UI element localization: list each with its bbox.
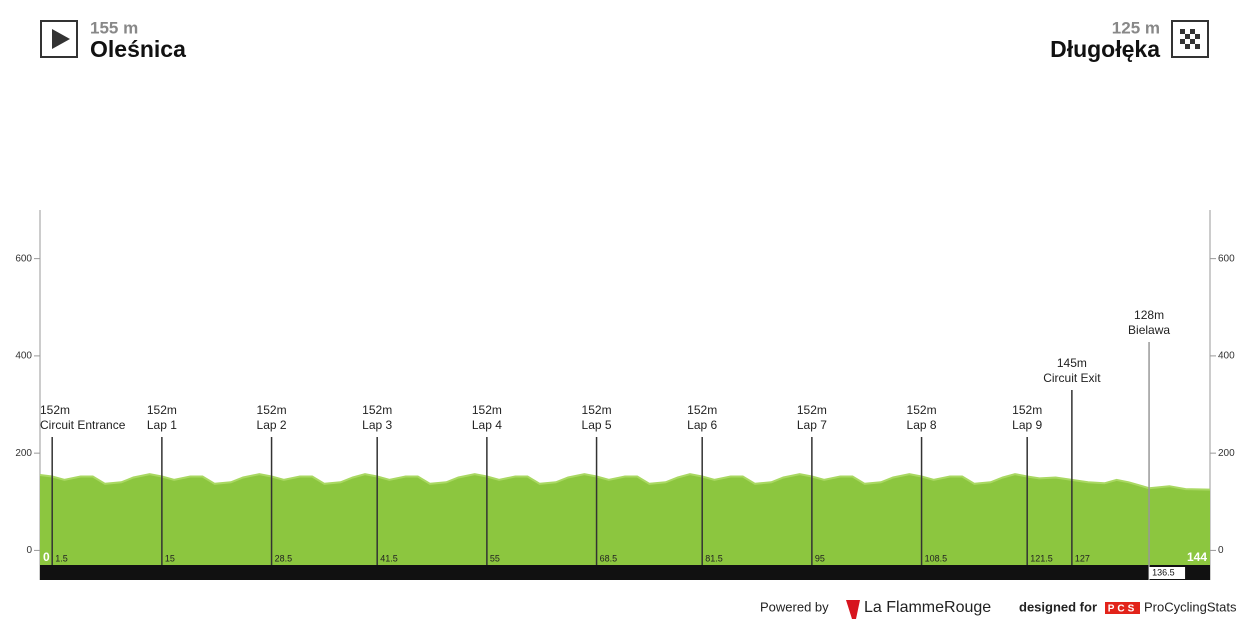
start-altitude: 155 m: [90, 18, 138, 37]
km-label: 68.5: [600, 553, 618, 563]
y-tick-label: 400: [15, 351, 32, 362]
y-tick-label: 400: [1218, 351, 1235, 362]
start-name: Oleśnica: [90, 36, 186, 62]
marker-altitude: 152m: [582, 403, 612, 417]
km-label: 81.5: [705, 553, 723, 563]
y-tick-label: 0: [26, 545, 32, 556]
marker-altitude: 152m: [687, 403, 717, 417]
start-icon-arrow: [52, 29, 70, 49]
y-tick-label: 600: [15, 253, 32, 264]
pcs-name: ProCyclingStats: [1144, 599, 1237, 614]
km-label: 95: [815, 553, 825, 563]
y-tick-label: 200: [15, 448, 32, 459]
finish-altitude: 125 m: [1112, 18, 1160, 37]
marker-altitude: 152m: [797, 403, 827, 417]
marker-altitude: 152m: [1012, 403, 1042, 417]
flamme-logo: [846, 600, 860, 619]
km-label: 1.5: [55, 553, 68, 563]
marker-name: Lap 2: [257, 418, 287, 432]
designed-for: designed for: [1019, 599, 1097, 614]
marker-altitude: 128m: [1134, 308, 1164, 322]
y-tick-label: 600: [1218, 253, 1235, 264]
km-label: 15: [165, 553, 175, 563]
marker-name: Lap 5: [582, 418, 612, 432]
marker-name: Lap 6: [687, 418, 717, 432]
pcs-logo: PCS: [1108, 604, 1138, 615]
marker-altitude: 152m: [362, 403, 392, 417]
marker-altitude: 152m: [257, 403, 287, 417]
marker-name: Lap 7: [797, 418, 827, 432]
x-tick-label: 0: [43, 550, 50, 564]
powered-by: Powered by: [760, 599, 829, 614]
marker-altitude: 152m: [907, 403, 937, 417]
marker-name: Lap 1: [147, 418, 177, 432]
km-label: 121.5: [1030, 553, 1053, 563]
finish-name: Długołęka: [1050, 36, 1160, 62]
distance-bar: [40, 565, 1210, 580]
finish-flag: [1180, 29, 1200, 49]
km-label: 136.5: [1152, 567, 1175, 577]
km-label: 28.5: [275, 553, 293, 563]
start-icon: [40, 20, 78, 58]
marker-altitude: 145m: [1057, 356, 1087, 370]
marker-name: Lap 4: [472, 418, 502, 432]
km-label: 55: [490, 553, 500, 563]
elevation-edge: [39, 473, 1211, 491]
elevation-area: [40, 474, 1210, 565]
x-tick-label: 144: [1187, 550, 1207, 564]
marker-altitude: 152m: [472, 403, 502, 417]
marker-name: Bielawa: [1128, 323, 1170, 337]
km-label: 127: [1075, 553, 1090, 563]
y-tick-label: 200: [1218, 448, 1235, 459]
marker-name: Circuit Entrance: [40, 418, 126, 432]
marker-altitude: 152m: [147, 403, 177, 417]
marker-name: Circuit Exit: [1043, 371, 1101, 385]
km-label-bg: [1149, 567, 1186, 579]
brand: La FlammeRouge: [864, 599, 991, 616]
km-label: 108.5: [925, 553, 948, 563]
marker-name: Lap 3: [362, 418, 392, 432]
pcs-logo-box: [1105, 602, 1140, 614]
marker-altitude: 152m: [40, 403, 70, 417]
marker-name: Lap 9: [1012, 418, 1042, 432]
y-tick-label: 0: [1218, 545, 1224, 556]
km-label: 41.5: [380, 553, 398, 563]
marker-name: Lap 8: [907, 418, 937, 432]
